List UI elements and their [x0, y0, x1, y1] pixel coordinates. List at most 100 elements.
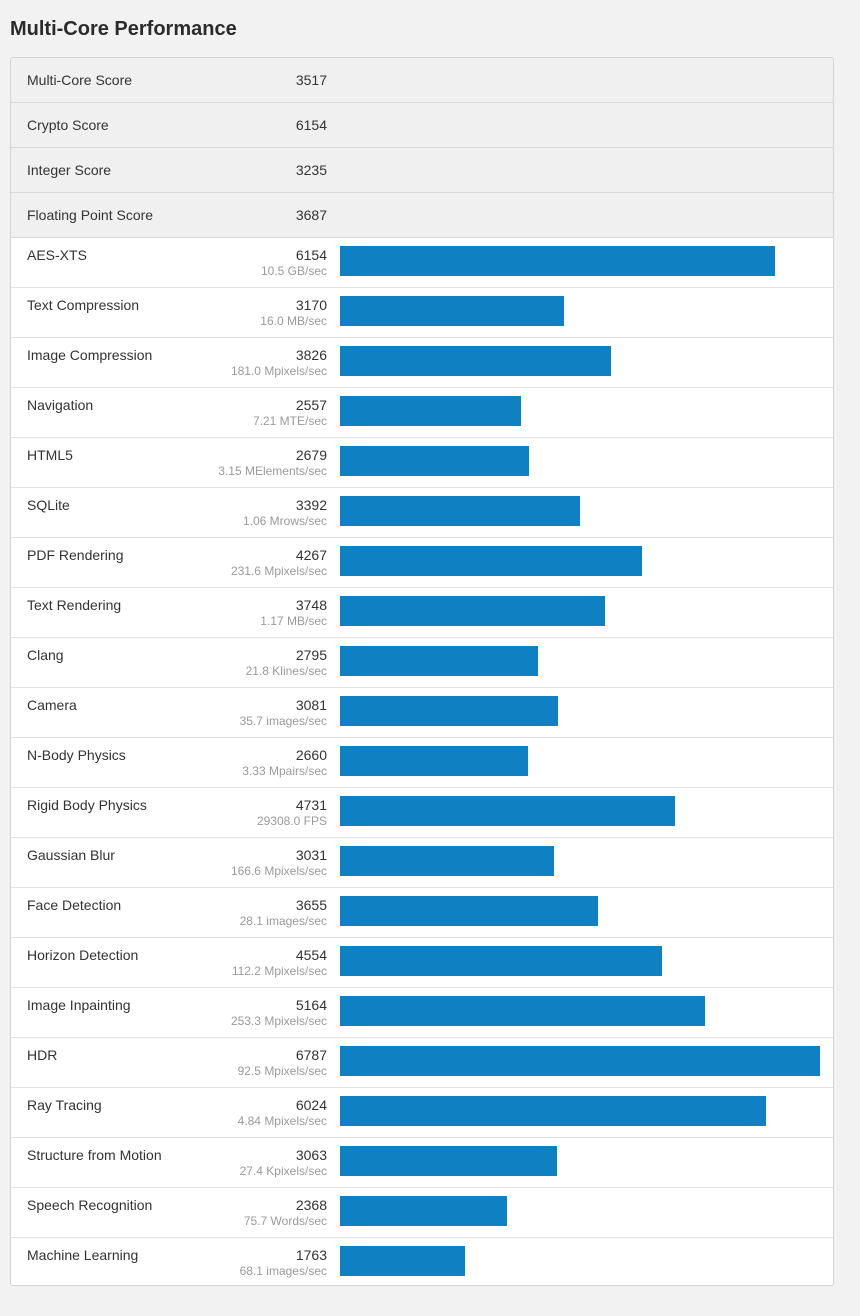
benchmark-name: Text Rendering — [27, 597, 122, 613]
benchmark-row: Clang 2795 21.8 Klines/sec — [11, 638, 833, 688]
score-bar — [340, 1096, 766, 1126]
benchmark-section: AES-XTS 6154 10.5 GB/sec Text Compression 31… — [11, 238, 833, 1285]
benchmark-rate: 181.0 Mpixels/sec — [230, 364, 327, 378]
benchmark-rate: 92.5 Mpixels/sec — [237, 1064, 327, 1078]
benchmark-row: Gaussian Blur 3031 166.6 Mpixels/sec — [11, 838, 833, 888]
benchmark-row: Horizon Detection 4554 112.2 Mpixels/sec — [11, 938, 833, 988]
benchmark-row: Camera 3081 35.7 images/sec — [11, 688, 833, 738]
benchmark-rate: 75.7 Words/sec — [243, 1214, 327, 1228]
benchmark-rate: 10.5 GB/sec — [260, 264, 327, 278]
benchmark-row: Navigation 2557 7.21 MTE/sec — [11, 388, 833, 438]
benchmark-name: Gaussian Blur — [27, 847, 115, 863]
benchmark-row: Structure from Motion 3063 27.4 Kpixels/se… — [11, 1138, 833, 1188]
summary-row: Multi-Core Score 3517 — [11, 58, 833, 103]
benchmark-row: SQLite 3392 1.06 Mrows/sec — [11, 488, 833, 538]
benchmark-score: 4731 — [295, 797, 327, 813]
summary-section: Multi-Core Score 3517 Crypto Score 6154 Inte… — [11, 58, 833, 238]
summary-label: Multi-Core Score — [27, 72, 133, 88]
benchmark-row: Text Compression 3170 16.0 MB/sec — [11, 288, 833, 338]
score-bar — [340, 996, 705, 1026]
benchmark-name: Ray Tracing — [27, 1097, 102, 1113]
benchmark-row: Machine Learning 1763 68.1 images/sec — [11, 1238, 833, 1285]
score-bar-track — [340, 346, 820, 376]
benchmark-score: 2795 — [295, 647, 327, 663]
benchmark-score: 6154 — [295, 247, 327, 263]
benchmark-name: Navigation — [27, 397, 94, 413]
summary-row: Crypto Score 6154 — [11, 103, 833, 148]
results-table: Multi-Core Score 3517 Crypto Score 6154 Inte… — [10, 57, 834, 1286]
benchmark-row: Ray Tracing 6024 4.84 Mpixels/sec — [11, 1088, 833, 1138]
score-bar-track — [340, 896, 820, 926]
benchmark-row: HTML5 2679 3.15 MElements/sec — [11, 438, 833, 488]
benchmark-name: SQLite — [27, 497, 70, 513]
score-bar — [340, 696, 558, 726]
benchmark-name: Structure from Motion — [27, 1147, 162, 1163]
benchmark-row: Face Detection 3655 28.1 images/sec — [11, 888, 833, 938]
score-bar — [340, 446, 529, 476]
benchmark-name: Speech Recognition — [27, 1197, 153, 1213]
benchmark-row: Text Rendering 3748 1.17 MB/sec — [11, 588, 833, 638]
benchmark-row: Rigid Body Physics 4731 29308.0 FPS — [11, 788, 833, 838]
benchmark-rate: 7.21 MTE/sec — [252, 414, 327, 428]
benchmark-score: 3063 — [295, 1147, 327, 1163]
score-bar — [340, 846, 554, 876]
score-bar-track — [340, 1096, 820, 1126]
benchmark-rate: 35.7 images/sec — [239, 714, 327, 728]
summary-score: 6154 — [295, 117, 327, 133]
benchmark-name: HTML5 — [27, 447, 73, 463]
benchmark-name: Face Detection — [27, 897, 122, 913]
benchmark-score: 1763 — [295, 1247, 327, 1263]
benchmark-score: 5164 — [295, 997, 327, 1013]
benchmark-score: 2679 — [295, 447, 327, 463]
benchmark-score: 3031 — [295, 847, 327, 863]
score-bar-track — [340, 696, 820, 726]
benchmark-score: 4554 — [295, 947, 327, 963]
benchmark-score: 3826 — [295, 347, 327, 363]
benchmark-name: HDR — [27, 1047, 58, 1063]
summary-label: Floating Point Score — [27, 207, 154, 223]
benchmark-rate: 4.84 Mpixels/sec — [237, 1114, 327, 1128]
benchmark-score: 3748 — [295, 597, 327, 613]
summary-row: Floating Point Score 3687 — [11, 193, 833, 238]
benchmark-score: 4267 — [295, 547, 327, 563]
score-bar-track — [340, 246, 820, 276]
benchmark-score: 2660 — [295, 747, 327, 763]
benchmark-rate: 68.1 images/sec — [239, 1264, 327, 1278]
benchmark-rate: 253.3 Mpixels/sec — [230, 1014, 327, 1028]
benchmark-score: 3392 — [295, 497, 327, 513]
benchmark-rate: 112.2 Mpixels/sec — [231, 964, 327, 978]
benchmark-score: 2368 — [295, 1197, 327, 1213]
score-bar-track — [340, 496, 820, 526]
benchmark-rate: 28.1 images/sec — [239, 914, 327, 928]
benchmark-name: Machine Learning — [27, 1247, 139, 1263]
score-bar — [340, 946, 662, 976]
benchmark-name: Image Compression — [27, 347, 153, 363]
benchmark-row: N-Body Physics 2660 3.33 Mpairs/sec — [11, 738, 833, 788]
benchmark-rate: 29308.0 FPS — [256, 814, 327, 828]
benchmark-row: HDR 6787 92.5 Mpixels/sec — [11, 1038, 833, 1088]
benchmark-score: 6024 — [295, 1097, 327, 1113]
benchmark-rate: 3.33 Mpairs/sec — [242, 764, 327, 778]
score-bar-track — [340, 646, 820, 676]
benchmark-rate: 231.6 Mpixels/sec — [230, 564, 327, 578]
score-bar — [340, 396, 521, 426]
score-bar — [340, 246, 775, 276]
score-bar — [340, 646, 538, 676]
benchmark-row: Image Inpainting 5164 253.3 Mpixels/sec — [11, 988, 833, 1038]
benchmark-name: AES-XTS — [27, 247, 87, 263]
summary-score: 3517 — [295, 72, 327, 88]
benchmark-name: Image Inpainting — [27, 997, 131, 1013]
score-bar — [340, 1196, 507, 1226]
score-bar-track — [340, 796, 820, 826]
benchmark-rate: 1.17 MB/sec — [260, 614, 327, 628]
summary-score: 3235 — [295, 162, 327, 178]
benchmark-row: Speech Recognition 2368 75.7 Words/sec — [11, 1188, 833, 1238]
score-bar-track — [340, 846, 820, 876]
score-bar — [340, 1246, 465, 1276]
score-bar-track — [340, 596, 820, 626]
summary-row: Integer Score 3235 — [11, 148, 833, 193]
benchmark-row: Image Compression 3826 181.0 Mpixels/sec — [11, 338, 833, 388]
score-bar — [340, 746, 528, 776]
benchmark-rate: 21.8 Klines/sec — [245, 664, 327, 678]
benchmark-rate: 3.15 MElements/sec — [218, 464, 327, 478]
